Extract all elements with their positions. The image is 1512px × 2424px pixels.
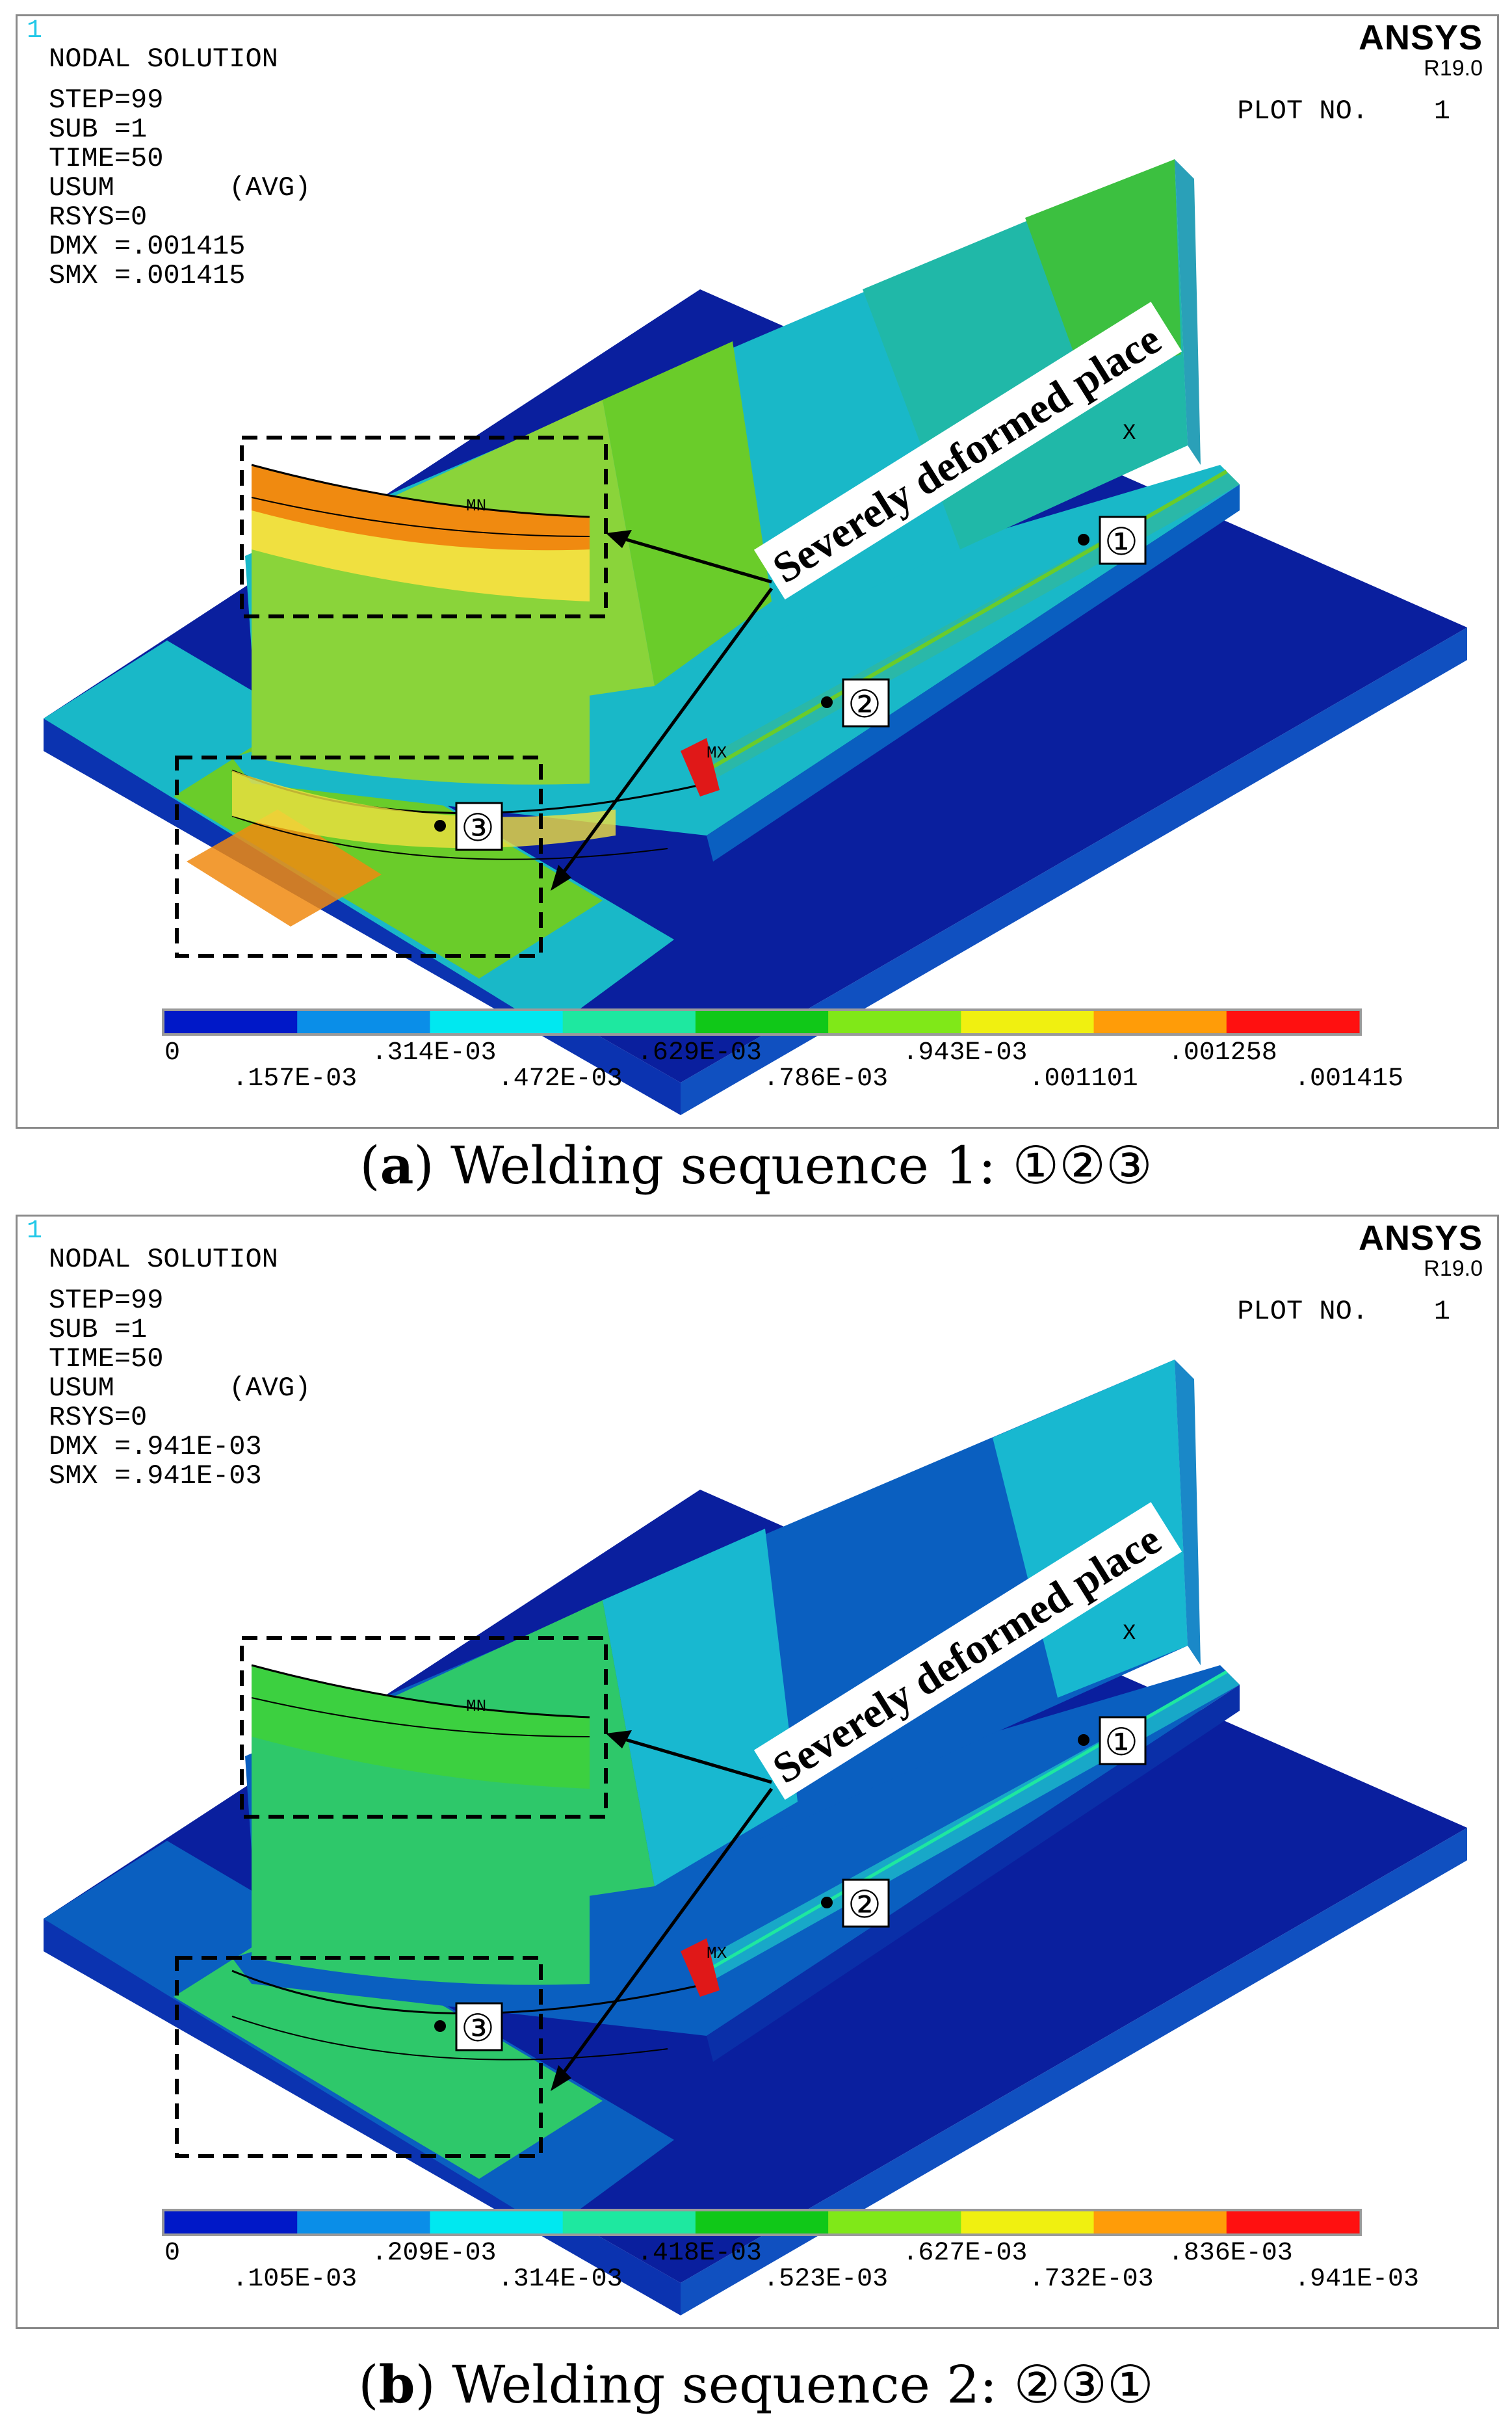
- figure-panel-b: Severely deformed place ① ② ③ MX MN X 1 …: [16, 1215, 1499, 2329]
- legend-tick-label: .627E-03: [902, 2239, 1028, 2268]
- svg-text:MX: MX: [707, 1943, 727, 1963]
- point-3: ③: [461, 2006, 495, 2050]
- info-line: DMX =.941E-03: [49, 1431, 262, 1462]
- legend-tick-label: .472E-03: [497, 1064, 623, 1094]
- legend-swatch: [695, 2211, 829, 2233]
- legend-tick-label: .001415: [1294, 1064, 1404, 1094]
- legend-swatch: [1226, 1011, 1360, 1033]
- ansys-brand: ANSYS R19.0: [1358, 1219, 1483, 1281]
- legend-swatch: [562, 1011, 696, 1033]
- info-line: SUB =1: [49, 1314, 148, 1345]
- deformed-box-upper: [240, 436, 608, 618]
- svg-text:X: X: [1123, 1622, 1136, 1646]
- info-line: RSYS=0: [49, 202, 148, 233]
- legend-swatch: [828, 2211, 961, 2233]
- legend-swatch: [1226, 2211, 1360, 2233]
- legend-tick-label: .418E-03: [636, 2239, 762, 2268]
- info-line: USUM (AVG): [49, 1373, 311, 1404]
- legend-tick-label: .786E-03: [763, 1064, 889, 1094]
- point-2: ②: [848, 682, 881, 726]
- info-line: STEP=99: [49, 85, 164, 116]
- svg-text:X: X: [1123, 421, 1136, 446]
- plot-number: PLOT NO. 1: [1237, 1296, 1450, 1327]
- caption-b: (b) Welding sequence 2: ②③①: [358, 2354, 1154, 2415]
- plot-number: PLOT NO. 1: [1237, 96, 1450, 127]
- fea-scene-a: Severely deformed place ① ② ③ MX MN X: [44, 159, 1467, 1115]
- legend-tick-label: .943E-03: [902, 1038, 1028, 1068]
- figure-index: 1: [27, 16, 43, 46]
- point-2: ②: [848, 1882, 881, 1927]
- info-line: DMX =.001415: [49, 231, 246, 262]
- legend-tick-label: .314E-03: [497, 2265, 623, 2294]
- nodal-info-a: NODAL SOLUTION STEP=99 SUB =1 TIME=50 US…: [49, 45, 311, 291]
- info-line: SMX =.001415: [49, 260, 246, 291]
- legend-bar-b: [162, 2209, 1362, 2236]
- figure-index: 1: [27, 1217, 43, 1246]
- legend-tick-label: .941E-03: [1294, 2265, 1420, 2294]
- info-line: USUM (AVG): [49, 172, 311, 204]
- legend-swatch: [828, 1011, 961, 1033]
- legend-swatch: [430, 2211, 564, 2233]
- legend-swatch: [961, 1011, 1095, 1033]
- legend-swatch: [1093, 2211, 1227, 2233]
- caption-a: (a) Welding sequence 1: ①②③: [359, 1135, 1153, 1196]
- legend-tick-label: .001101: [1028, 1064, 1138, 1094]
- legend-swatch: [961, 2211, 1095, 2233]
- base-plate-side-right: [681, 627, 1467, 1115]
- ansys-brand: ANSYS R19.0: [1358, 18, 1483, 81]
- legend-tick-label: .157E-03: [232, 1064, 358, 1094]
- info-line: TIME=50: [49, 1343, 164, 1375]
- legend-tick-label: 0: [164, 2239, 181, 2268]
- legend-tick-label: .629E-03: [636, 1038, 762, 1068]
- legend-swatch: [164, 1011, 298, 1033]
- legend-tick-label: .732E-03: [1028, 2265, 1154, 2294]
- point-3: ③: [461, 806, 495, 850]
- info-line: NODAL SOLUTION: [49, 44, 278, 75]
- info-line: TIME=50: [49, 143, 164, 174]
- info-line: SMX =.941E-03: [49, 1460, 262, 1492]
- svg-text:MX: MX: [707, 743, 727, 763]
- legend-tick-label: .836E-03: [1167, 2239, 1293, 2268]
- legend-swatch: [297, 2211, 430, 2233]
- legend-swatch: [1093, 1011, 1227, 1033]
- nodal-info-b: NODAL SOLUTION STEP=99 SUB =1 TIME=50 US…: [49, 1245, 311, 1491]
- legend-tick-label: 0: [164, 1038, 181, 1068]
- info-line: RSYS=0: [49, 1402, 148, 1433]
- figure-panel-a: Severely deformed place ① ② ③ MX MN X 1 …: [16, 14, 1499, 1129]
- svg-text:MN: MN: [466, 496, 486, 516]
- legend-bar-a: [162, 1008, 1362, 1036]
- deformed-box-lower: [175, 756, 543, 958]
- legend-tick-label: .001258: [1167, 1038, 1277, 1068]
- legend-swatch: [430, 1011, 564, 1033]
- info-line: STEP=99: [49, 1285, 164, 1316]
- info-line: SUB =1: [49, 114, 148, 145]
- point-1: ①: [1104, 1720, 1138, 1764]
- legend-swatch: [695, 1011, 829, 1033]
- point-1: ①: [1104, 520, 1138, 564]
- info-line: NODAL SOLUTION: [49, 1244, 278, 1275]
- legend-swatch: [164, 2211, 298, 2233]
- fea-scene-b: Severely deformed place ① ② ③ MX MN X: [44, 1360, 1467, 2315]
- legend-swatch: [297, 1011, 430, 1033]
- legend-tick-label: .105E-03: [232, 2265, 358, 2294]
- legend-tick-label: .523E-03: [763, 2265, 889, 2294]
- legend-swatch: [562, 2211, 696, 2233]
- legend-tick-label: .314E-03: [371, 1038, 497, 1068]
- svg-text:MN: MN: [466, 1696, 486, 1716]
- legend-tick-label: .209E-03: [371, 2239, 497, 2268]
